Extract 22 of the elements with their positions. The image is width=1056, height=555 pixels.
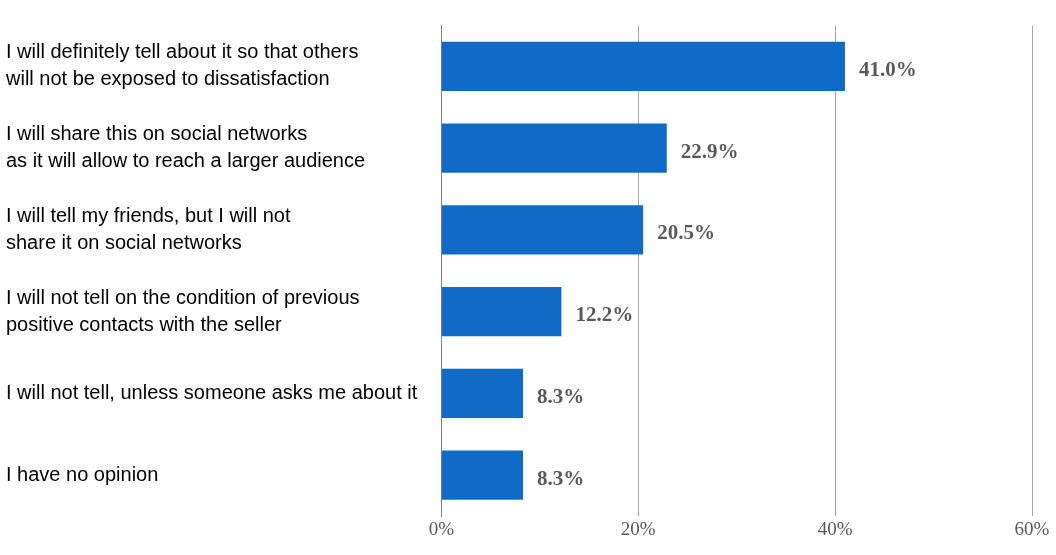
- y-tick-label: I have no opinion: [6, 462, 159, 485]
- bar: [441, 123, 667, 173]
- y-tick-label: I will not tell on the condition of previous positive contacts with the seller: [6, 285, 360, 335]
- x-tick-label: 40%: [817, 518, 853, 540]
- bar: [441, 450, 524, 500]
- x-tick-label: 0%: [428, 518, 455, 540]
- data-label: 22.9%: [680, 138, 739, 163]
- bar: [441, 41, 845, 91]
- data-label: 20.5%: [657, 220, 715, 245]
- bar: [441, 287, 562, 337]
- y-tick-label: I will not tell, unless someone asks me about it: [6, 380, 418, 403]
- x-tick-label: 60%: [1014, 518, 1050, 540]
- bar: [441, 205, 644, 255]
- data-label: 12.2%: [575, 302, 634, 327]
- data-label: 8.3%: [537, 465, 585, 490]
- y-tick-label: I will tell my friends, but I will not share it on social networks: [6, 203, 291, 253]
- x-tick-label: 20%: [620, 518, 656, 540]
- bar: [441, 368, 524, 418]
- data-label: 8.3%: [537, 383, 585, 408]
- y-tick-label: I will definitely tell about it so that others will not be exposed to dissatisfaction: [5, 40, 359, 90]
- data-label: 41.0%: [858, 56, 917, 81]
- y-tick-label: I will share this on social networks as it will allow to reach a larger audience: [6, 122, 366, 172]
